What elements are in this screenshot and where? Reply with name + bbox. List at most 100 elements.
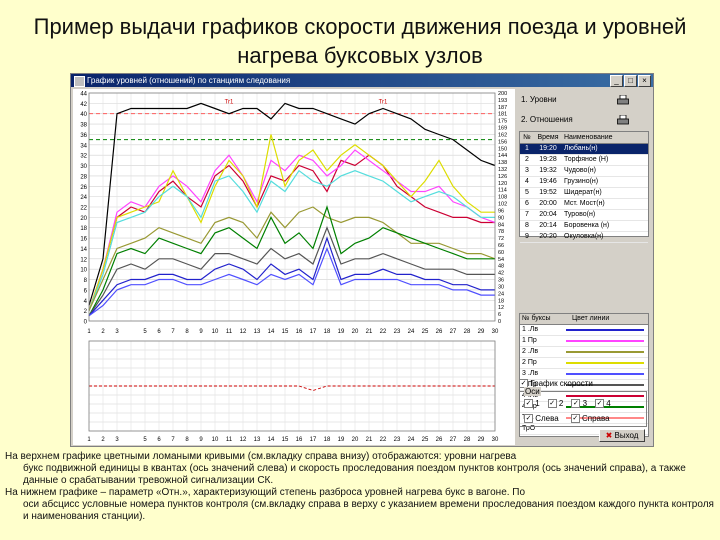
table-row[interactable]: 7 20:04 Турово(н)	[520, 210, 648, 221]
axis-1-checkbox[interactable]: ✓	[524, 399, 533, 409]
left-side-checkbox[interactable]: ✓	[524, 414, 533, 424]
table-row[interactable]: 9 20:20 Окуловка(н)	[520, 232, 648, 243]
legend-swatch	[566, 351, 644, 353]
y-tick-right: 66	[498, 243, 504, 249]
y-tick-right: 54	[498, 257, 504, 263]
table-row[interactable]: 3 19:32 Чудово(н)	[520, 166, 648, 177]
cell-station: Шидерат(н)	[564, 189, 602, 196]
maximize-button[interactable]: □	[624, 75, 637, 87]
legend-label: 3 .Лв	[522, 370, 539, 377]
x-tick-label: 10	[212, 437, 219, 443]
x-tick-label: 30	[492, 329, 499, 335]
x-tick-label: 3	[115, 437, 119, 443]
cell-station: Мст. Мост(н)	[564, 200, 605, 207]
y-tick-left: 2	[84, 309, 88, 315]
y-tick-right: 169	[498, 126, 507, 132]
x-tick-label: 26	[436, 329, 443, 335]
y-tick-right: 96	[498, 208, 504, 214]
series-line	[88, 226, 495, 317]
axes-group: Оси ✓ 1 ✓ 2 ✓ 3 ✓ 4 ✓ Слева ✓ Справа	[519, 387, 647, 427]
y-tick-right: 200	[498, 91, 507, 97]
legend-label: 1 Пр	[522, 337, 537, 344]
x-tick-label: 20	[352, 437, 359, 443]
legend-row[interactable]: 3 Пр	[520, 380, 648, 391]
x-tick-label: 13	[254, 437, 261, 443]
y-tick-left: 24	[80, 195, 87, 201]
y-tick-right: 187	[498, 105, 507, 111]
legend-row[interactable]: 1 .Лв	[520, 325, 648, 336]
close-button[interactable]: ×	[638, 75, 651, 87]
x-tick-label: 1	[87, 329, 91, 335]
x-tick-label: 11	[226, 437, 233, 443]
cell-num: 6	[525, 200, 529, 207]
axis-4-label: 4	[606, 399, 611, 408]
x-tick-label: 2	[101, 329, 105, 335]
x-tick-label: 8	[185, 437, 189, 443]
table-header: № Время Наименование	[520, 132, 648, 144]
legend-swatch	[566, 384, 644, 386]
cell-time: 19:20	[539, 145, 557, 152]
x-tick-label: 10	[212, 329, 219, 335]
legend-label: ТрО	[522, 425, 536, 432]
chart-background	[73, 337, 515, 445]
left-side-label: Слева	[535, 414, 559, 423]
y-tick-left: 0	[84, 320, 88, 326]
printer-icon[interactable]	[617, 95, 629, 105]
legend-label: 3 Пр	[522, 381, 537, 388]
legend-row[interactable]: 2 .Лв	[520, 347, 648, 358]
exit-label: Выход	[614, 431, 639, 440]
station-table: № Время Наименование 1 19:20 Любань(н) 2 19:…	[519, 131, 649, 243]
x-tick-label: 14	[268, 329, 275, 335]
axis-3-checkbox[interactable]: ✓	[571, 399, 581, 409]
window-title: График уровней (отношений) по станциям с…	[87, 76, 291, 85]
table-row[interactable]: 2 19:28 Торфяное (Н)	[520, 155, 648, 166]
y-tick-right: 42	[498, 271, 504, 277]
y-tick-left: 38	[80, 123, 87, 129]
tab-levels[interactable]: 1. Уровни	[521, 95, 557, 104]
legend-table: № буксы Цвет линии 1 .Лв 1 Пр 2 .Лв 2 Пр 3 .…	[519, 313, 649, 437]
caption-paragraph-1: На верхнем графике цветными ломаными кри…	[5, 451, 717, 487]
plot-frame	[88, 340, 496, 432]
axis-2-checkbox[interactable]: ✓	[547, 399, 557, 409]
legend-row[interactable]: 3 .Лв	[520, 369, 648, 380]
series-line	[88, 134, 495, 311]
axis-4-checkbox[interactable]: ✓	[595, 399, 605, 409]
series-line	[88, 149, 496, 311]
table-row[interactable]: 4 19:46 Грузино(н)	[520, 177, 648, 188]
legend-row[interactable]: 2 Пр	[520, 358, 648, 369]
tab-ratios[interactable]: 2. Отношения	[521, 115, 573, 124]
chart-background	[73, 89, 515, 337]
cell-time: 20:00	[539, 200, 557, 207]
x-tick-label: 7	[171, 329, 175, 335]
x-tick-label: 28	[464, 329, 471, 335]
cell-num: 7	[525, 211, 529, 218]
minimize-button[interactable]: _	[610, 75, 623, 87]
y-tick-right: 30	[498, 284, 504, 290]
table-row[interactable]: 1 19:20 Любань(н)	[520, 144, 648, 155]
exit-button[interactable]: ✖ Выход	[599, 429, 645, 442]
legend-swatch	[566, 395, 644, 397]
y-tick-left: 14	[80, 247, 87, 253]
table-row[interactable]: 5 19:52 Шидерат(н)	[520, 188, 648, 199]
table-row[interactable]: 8 20:14 Боровенка (н)	[520, 221, 648, 232]
cell-station: Турово(н)	[564, 211, 596, 218]
right-side-checkbox[interactable]: ✓	[570, 414, 580, 424]
axis-2-label: 2	[558, 399, 564, 408]
cell-time: 19:28	[539, 156, 557, 163]
cell-time: 19:32	[539, 167, 557, 174]
x-tick-label: 17	[310, 329, 317, 335]
y-tick-left: 34	[80, 143, 87, 149]
x-tick-label: 25	[422, 329, 429, 335]
printer-icon[interactable]	[617, 115, 629, 125]
table-row[interactable]: 6 20:00 Мст. Мост(н)	[520, 199, 648, 210]
chart-options: ✓ График скорости Оси ✓ 1 ✓ 2 ✓ 3 ✓ 4 ✓ …	[519, 377, 649, 443]
x-tick-label: 29	[478, 437, 485, 443]
x-tick-label: 9	[199, 437, 203, 443]
series-line	[88, 205, 495, 317]
app-window: График уровней (отношений) по станциям с…	[70, 73, 654, 447]
alarm-annotation: Tr1	[225, 99, 234, 105]
axis-3-label: 3	[582, 399, 588, 408]
y-tick-right: 114	[498, 188, 507, 194]
y-tick-right: 12	[498, 305, 504, 311]
legend-row[interactable]: 1 Пр	[520, 336, 648, 347]
